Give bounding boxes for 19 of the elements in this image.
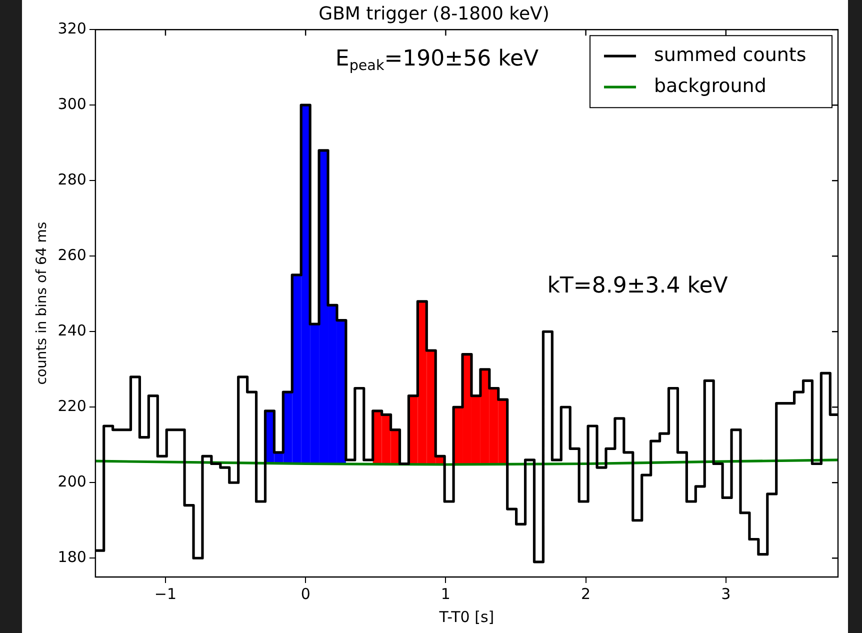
x-tick-label: 3 — [721, 584, 731, 603]
x-tick-label: 2 — [581, 584, 591, 603]
x-tick-label: −1 — [154, 584, 177, 603]
x-tick-label: 0 — [300, 584, 310, 603]
y-tick-label: 200 — [58, 472, 86, 491]
y-tick-label: 180 — [58, 548, 86, 566]
legend-label: background — [654, 75, 766, 98]
y-tick-label: 320 — [58, 19, 86, 38]
y-tick-label: 220 — [58, 397, 86, 416]
annotation: kT=8.9±3.4 keV — [547, 274, 728, 299]
chart-title: GBM trigger (8-1800 keV) — [318, 3, 550, 24]
x-axis-title: T-T0 [s] — [438, 608, 494, 626]
y-tick-label: 240 — [58, 322, 86, 340]
y-tick-label: 260 — [58, 246, 86, 264]
legend-label: summed counts — [654, 44, 806, 66]
y-axis-title: counts in bins of 64 ms — [34, 222, 50, 385]
y-tick-label: 280 — [58, 170, 86, 188]
x-tick-label: 1 — [440, 584, 450, 603]
y-tick-label: 300 — [58, 94, 86, 113]
